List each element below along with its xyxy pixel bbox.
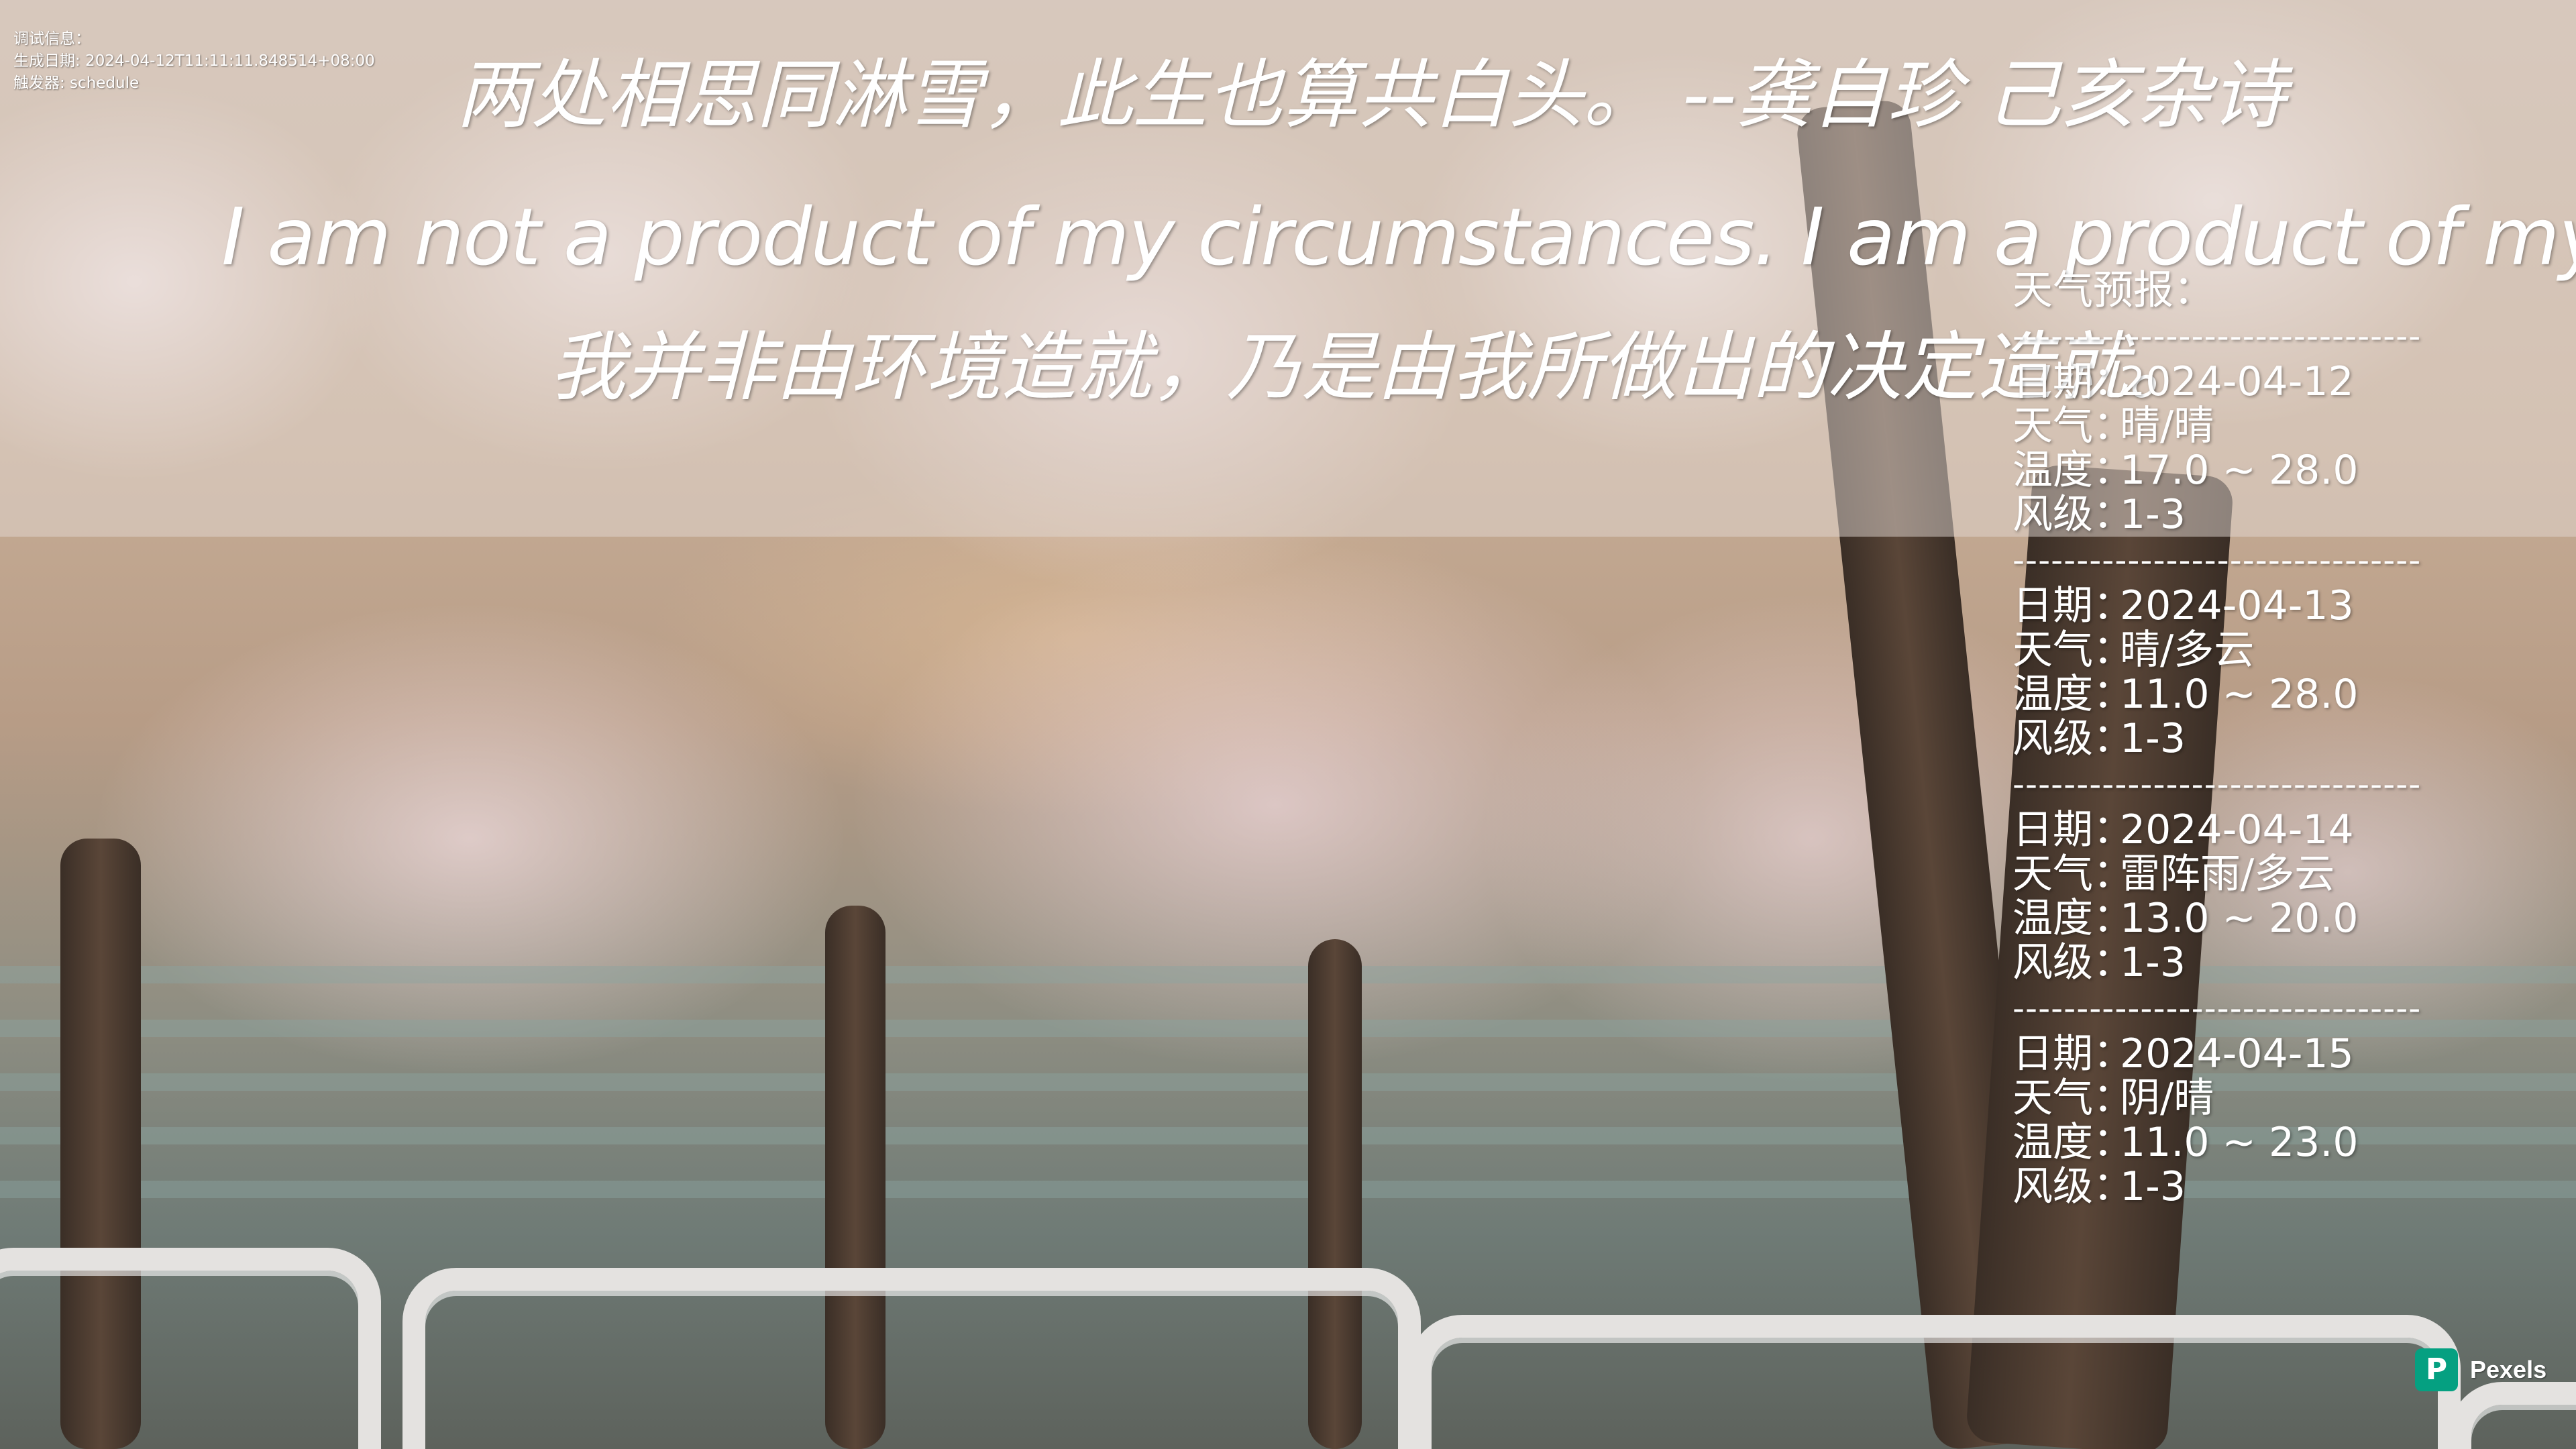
weather-temperature-value: 11.0 ~ 28.0	[2120, 671, 2359, 718]
weather-wind-value: 1-3	[2120, 491, 2186, 538]
bike-rail	[0, 1248, 381, 1449]
weather-temperature-value: 17.0 ~ 28.0	[2120, 447, 2359, 494]
weather-weather-value: 阴/晴	[2120, 1075, 2214, 1122]
weather-weather-row: 天气：雷阵雨/多云	[2012, 852, 2442, 896]
weather-divider: --------------------------------	[2012, 317, 2422, 356]
weather-weather-value: 晴/多云	[2120, 627, 2255, 674]
weather-weather-label: 天气：	[2012, 1075, 2133, 1122]
bike-rail	[402, 1268, 1421, 1449]
weather-date-label: 日期：	[2012, 358, 2133, 405]
tree-trunk	[825, 906, 885, 1449]
weather-wind-label: 风级：	[2012, 1163, 2133, 1210]
chinese-poem-quote: 两处相思同淋雪，此生也算共白头。 --龚自珍 己亥杂诗	[456, 52, 2287, 139]
weather-date-value: 2024-04-13	[2120, 582, 2354, 629]
weather-wind-value: 1-3	[2120, 715, 2186, 762]
weather-divider: --------------------------------	[2012, 765, 2422, 804]
weather-day-2: 日期：2024-04-13 天气：晴/多云 温度：11.0 ~ 28.0 风级：1-3	[2012, 584, 2442, 761]
weather-temperature-label: 温度：	[2012, 447, 2133, 494]
weather-wind-label: 风级：	[2012, 491, 2133, 538]
weather-weather-row: 天气：晴/晴	[2012, 404, 2442, 448]
debug-trigger: 触发器: schedule	[13, 74, 140, 92]
weather-wind-value: 1-3	[2120, 1163, 2186, 1210]
weather-day-3: 日期：2024-04-14 天气：雷阵雨/多云 温度：13.0 ~ 20.0 风级：1…	[2012, 808, 2442, 985]
weather-temperature-row: 温度：11.0 ~ 23.0	[2012, 1120, 2442, 1165]
weather-date-row: 日期：2024-04-14	[2012, 808, 2442, 852]
weather-weather-row: 天气：阴/晴	[2012, 1076, 2442, 1120]
weather-temperature-row: 温度：13.0 ~ 20.0	[2012, 896, 2442, 941]
weather-weather-row: 天气：晴/多云	[2012, 628, 2442, 672]
weather-wind-value: 1-3	[2120, 939, 2186, 986]
weather-date-row: 日期：2024-04-15	[2012, 1032, 2442, 1076]
weather-wind-row: 风级：1-3	[2012, 716, 2442, 761]
pexels-logo-icon: P	[2415, 1348, 2458, 1391]
bike-rail	[2449, 1382, 2576, 1449]
pexels-name: Pexels	[2470, 1356, 2547, 1383]
weather-wind-label: 风级：	[2012, 715, 2133, 762]
weather-divider: --------------------------------	[2012, 989, 2422, 1028]
weather-date-value: 2024-04-14	[2120, 806, 2354, 853]
weather-date-label: 日期：	[2012, 1030, 2133, 1077]
weather-wind-row: 风级：1-3	[2012, 941, 2442, 985]
weather-temperature-row: 温度：17.0 ~ 28.0	[2012, 448, 2442, 492]
weather-wind-label: 风级：	[2012, 939, 2133, 986]
weather-weather-value: 晴/晴	[2120, 402, 2214, 449]
pexels-watermark: P Pexels	[2415, 1348, 2546, 1391]
weather-day-1: 日期：2024-04-12 天气：晴/晴 温度：17.0 ~ 28.0 风级：1-3	[2012, 360, 2442, 537]
tree-trunk	[1308, 939, 1362, 1449]
weather-weather-value: 雷阵雨/多云	[2120, 851, 2335, 898]
weather-wind-row: 风级：1-3	[2012, 1165, 2442, 1209]
weather-day-4: 日期：2024-04-15 天气：阴/晴 温度：11.0 ~ 23.0 风级：1-3	[2012, 1032, 2442, 1209]
tree-trunk	[60, 839, 141, 1449]
debug-generated-date: 生成日期: 2024-04-12T11:11:11.848514+08:00	[13, 52, 375, 70]
weather-forecast: 天气预报： -------------------------------- 日期…	[2012, 268, 2442, 1209]
weather-temperature-label: 温度：	[2012, 671, 2133, 718]
english-quote: I am not a product of my circumstances. …	[221, 191, 2576, 283]
weather-temperature-value: 11.0 ~ 23.0	[2120, 1119, 2359, 1166]
weather-weather-label: 天气：	[2012, 851, 2133, 898]
weather-date-label: 日期：	[2012, 806, 2133, 853]
weather-date-row: 日期：2024-04-12	[2012, 360, 2442, 404]
quote-backdrop	[0, 0, 2576, 537]
weather-date-row: 日期：2024-04-13	[2012, 584, 2442, 628]
debug-title: 调试信息：	[13, 30, 91, 48]
weather-wind-row: 风级：1-3	[2012, 492, 2442, 537]
weather-temperature-value: 13.0 ~ 20.0	[2120, 895, 2359, 942]
weather-date-label: 日期：	[2012, 582, 2133, 629]
weather-days: -------------------------------- 日期：2024-…	[2012, 313, 2442, 1209]
bike-rail	[1409, 1315, 2461, 1449]
weather-temperature-row: 温度：11.0 ~ 28.0	[2012, 672, 2442, 716]
weather-divider: --------------------------------	[2012, 541, 2422, 580]
weather-temperature-label: 温度：	[2012, 895, 2133, 942]
debug-info: 调试信息： 生成日期: 2024-04-12T11:11:11.848514+0…	[13, 28, 375, 95]
weather-weather-label: 天气：	[2012, 402, 2133, 449]
weather-date-value: 2024-04-12	[2120, 358, 2354, 405]
weather-weather-label: 天气：	[2012, 627, 2133, 674]
translated-quote: 我并非由环境造就，乃是由我所做出的决定造就。	[550, 324, 2203, 411]
weather-temperature-label: 温度：	[2012, 1119, 2133, 1166]
weather-title: 天气预报：	[2012, 267, 2214, 314]
weather-date-value: 2024-04-15	[2120, 1030, 2354, 1077]
